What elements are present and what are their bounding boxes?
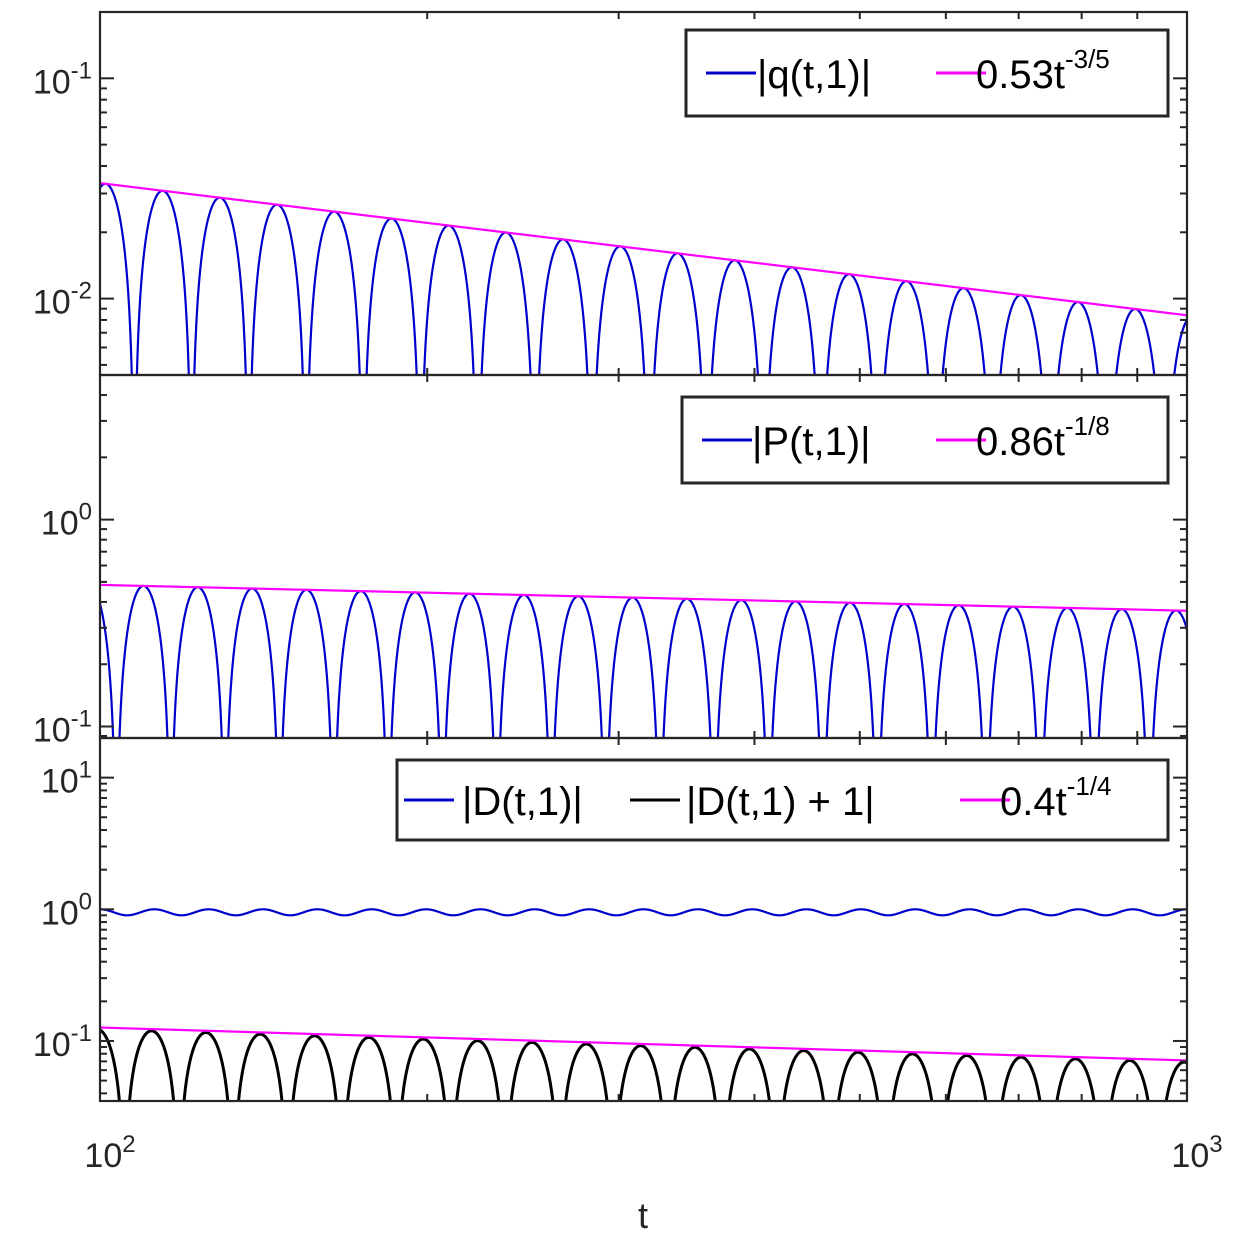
legend-label-main: |D(t,1) + 1| xyxy=(686,780,875,824)
plot-area-top xyxy=(100,182,1187,375)
plot-area-bottom xyxy=(100,908,1187,1101)
y-tick-exponent: -1 xyxy=(71,706,92,733)
y-tick-label: 10-2 xyxy=(33,278,92,322)
y-ticks-bottom xyxy=(100,737,1187,1095)
legend-box xyxy=(684,28,1170,118)
series-line-middle-0 xyxy=(100,584,1187,738)
legend-label: |D(t,1) + 1| xyxy=(686,780,875,824)
legend-label-main: 0.53t xyxy=(976,53,1065,97)
y-ticks-middle xyxy=(100,374,1187,737)
y-tick-label: 10-1 xyxy=(33,1020,92,1064)
legend-bottom: |D(t,1)| |D(t,1) + 1| 0.4t-1/4 xyxy=(395,758,1170,842)
x-tick-label: 102 xyxy=(84,1131,135,1175)
legend-label: 0.86t-1/8 xyxy=(976,411,1110,464)
y-tick-label: 10-1 xyxy=(33,57,92,101)
x-tick-label: 103 xyxy=(1171,1131,1222,1175)
y-tick-base: 10 xyxy=(33,1026,71,1064)
y-tick-base: 10 xyxy=(41,763,79,801)
y-tick-exponent: 1 xyxy=(79,757,92,784)
y-tick-exponent: -1 xyxy=(71,1020,92,1047)
series-line-bottom-0 xyxy=(100,908,1187,917)
legend-label: 0.53t-3/5 xyxy=(976,44,1110,97)
series-line-top-0 xyxy=(100,182,1187,375)
y-tick-label: 10-1 xyxy=(33,706,92,750)
y-tick-base: 10 xyxy=(33,712,71,750)
y-tick-base: 10 xyxy=(33,63,71,101)
legend-box xyxy=(680,395,1170,485)
y-tick-label: 100 xyxy=(41,888,92,932)
legend-label: |P(t,1)| xyxy=(752,420,871,464)
legend-box xyxy=(395,758,1170,842)
legend-label-exponent: -1/8 xyxy=(1065,411,1110,441)
y-tick-exponent: 0 xyxy=(79,888,92,915)
y-tick-exponent: -2 xyxy=(71,278,92,305)
legend-label-exponent: -3/5 xyxy=(1065,44,1110,74)
legend-label: 0.4t-1/4 xyxy=(1000,771,1112,824)
x-tick-base: 10 xyxy=(84,1137,122,1175)
legend-label-main: |P(t,1)| xyxy=(752,420,871,464)
x-tick-base: 10 xyxy=(1171,1137,1209,1175)
y-tick-label: 101 xyxy=(41,757,92,801)
y-tick-base: 10 xyxy=(41,505,79,543)
legend-middle: |P(t,1)| 0.86t-1/8 xyxy=(680,395,1170,485)
x-tick-exponent: 3 xyxy=(1209,1131,1222,1158)
series-line-bottom-2 xyxy=(100,1026,1187,1062)
series-line-middle-1 xyxy=(100,583,1187,612)
y-tick-exponent: -1 xyxy=(71,57,92,84)
y-tick-label: 100 xyxy=(41,499,92,543)
series-line-bottom-1 xyxy=(100,1028,1187,1101)
y-ticks-top xyxy=(100,11,1187,366)
x-ticks-middle xyxy=(426,375,1139,738)
legend-label-main: 0.4t xyxy=(1000,780,1067,824)
legend-label: |D(t,1)| xyxy=(462,780,583,824)
legend-label-main: |D(t,1)| xyxy=(462,780,583,824)
legend-label-main: |q(t,1)| xyxy=(757,53,871,97)
x-tick-exponent: 2 xyxy=(122,1131,135,1158)
y-tick-exponent: 0 xyxy=(79,499,92,526)
x-ticks-bottom xyxy=(426,738,1139,1101)
panel-top: 10-110-2|q(t,1)| 0.53t-3/5 xyxy=(33,10,1189,377)
plot-area-middle xyxy=(100,583,1187,738)
x-axis-label: t xyxy=(638,1195,648,1236)
series-line-top-1 xyxy=(100,182,1187,317)
legend-label-exponent: -1/4 xyxy=(1067,771,1112,801)
x-ticks-top xyxy=(426,12,1139,375)
y-tick-base: 10 xyxy=(41,894,79,932)
legend-top: |q(t,1)| 0.53t-3/5 xyxy=(684,28,1170,118)
legend-label: |q(t,1)| xyxy=(757,53,871,97)
y-tick-base: 10 xyxy=(33,284,71,322)
legend-label-main: 0.86t xyxy=(976,420,1065,464)
axes-box-bottom xyxy=(98,736,1189,1103)
